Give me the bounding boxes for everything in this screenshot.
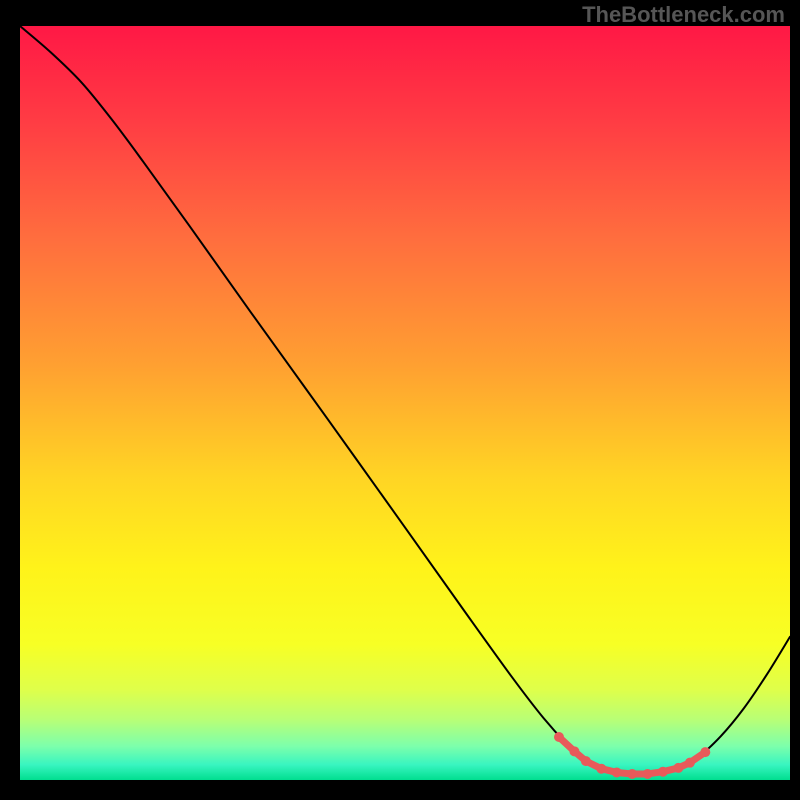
marker-dot bbox=[581, 756, 591, 766]
marker-dot bbox=[700, 747, 710, 757]
marker-dot bbox=[658, 767, 668, 777]
marker-dot bbox=[596, 764, 606, 774]
marker-dot bbox=[643, 769, 653, 779]
marker-dot bbox=[554, 732, 564, 742]
plot-svg bbox=[20, 26, 790, 780]
gradient-background bbox=[20, 26, 790, 780]
marker-dot bbox=[673, 763, 683, 773]
marker-dot bbox=[612, 767, 622, 777]
marker-dot bbox=[569, 746, 579, 756]
watermark-text: TheBottleneck.com bbox=[582, 2, 785, 28]
chart-container: TheBottleneck.com bbox=[0, 0, 800, 800]
plot-area bbox=[20, 26, 790, 780]
marker-dot bbox=[685, 758, 695, 768]
marker-dot bbox=[627, 769, 637, 779]
